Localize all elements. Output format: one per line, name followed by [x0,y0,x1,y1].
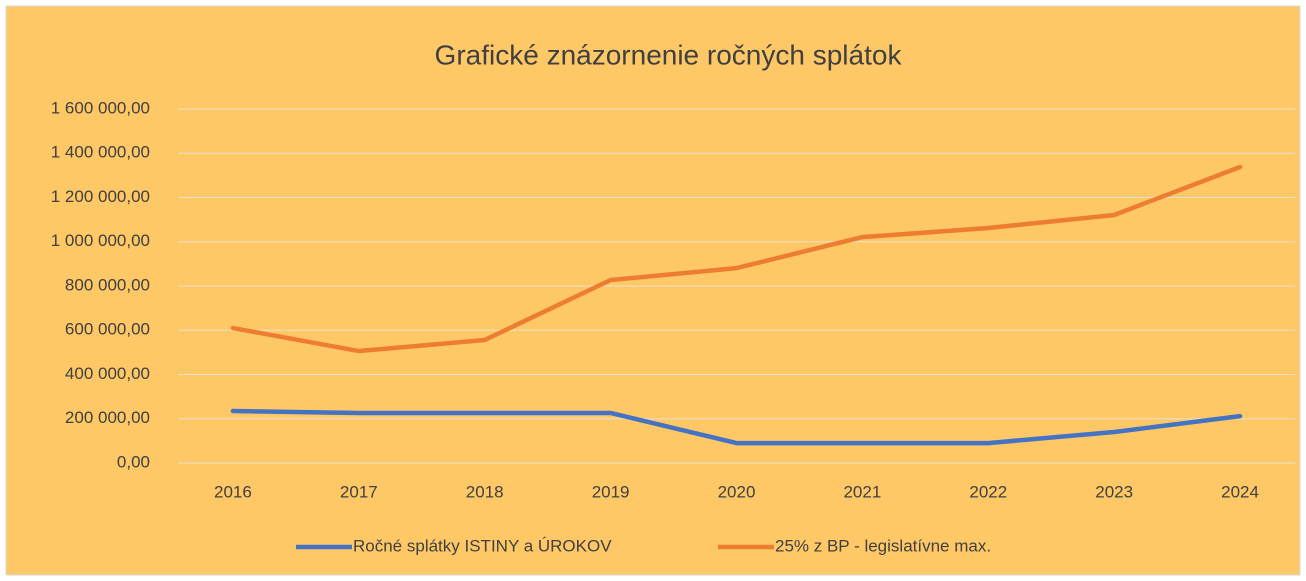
y-tick-label: 1 600 000,00 [51,98,150,117]
x-tick-label: 2019 [592,482,630,501]
legend-label: Ročné splátky ISTINY a ÚROKOV [353,536,612,555]
series-line [230,164,1243,354]
x-tick-label: 2022 [969,482,1007,501]
y-tick-label: 1 000 000,00 [51,231,150,250]
y-tick-label: 0,00 [117,452,150,471]
y-tick-label: 800 000,00 [65,275,150,294]
chart-background [5,5,1301,576]
chart-title: Grafické znázornenie ročných splátok [435,39,903,70]
y-tick-label: 1 400 000,00 [51,143,150,162]
x-tick-label: 2017 [340,482,378,501]
y-tick-label: 600 000,00 [65,320,150,339]
x-tick-label: 2020 [718,482,756,501]
legend-label: 25% z BP - legislatívne max. [775,536,991,555]
series-line [230,408,1243,446]
x-tick-label: 2023 [1095,482,1133,501]
x-tick-label: 2021 [843,482,881,501]
x-tick-label: 2018 [466,482,504,501]
y-tick-label: 1 200 000,00 [51,187,150,206]
y-tick-label: 400 000,00 [65,364,150,383]
x-tick-label: 2024 [1221,482,1259,501]
y-tick-label: 200 000,00 [65,408,150,427]
x-tick-label: 2016 [214,482,252,501]
